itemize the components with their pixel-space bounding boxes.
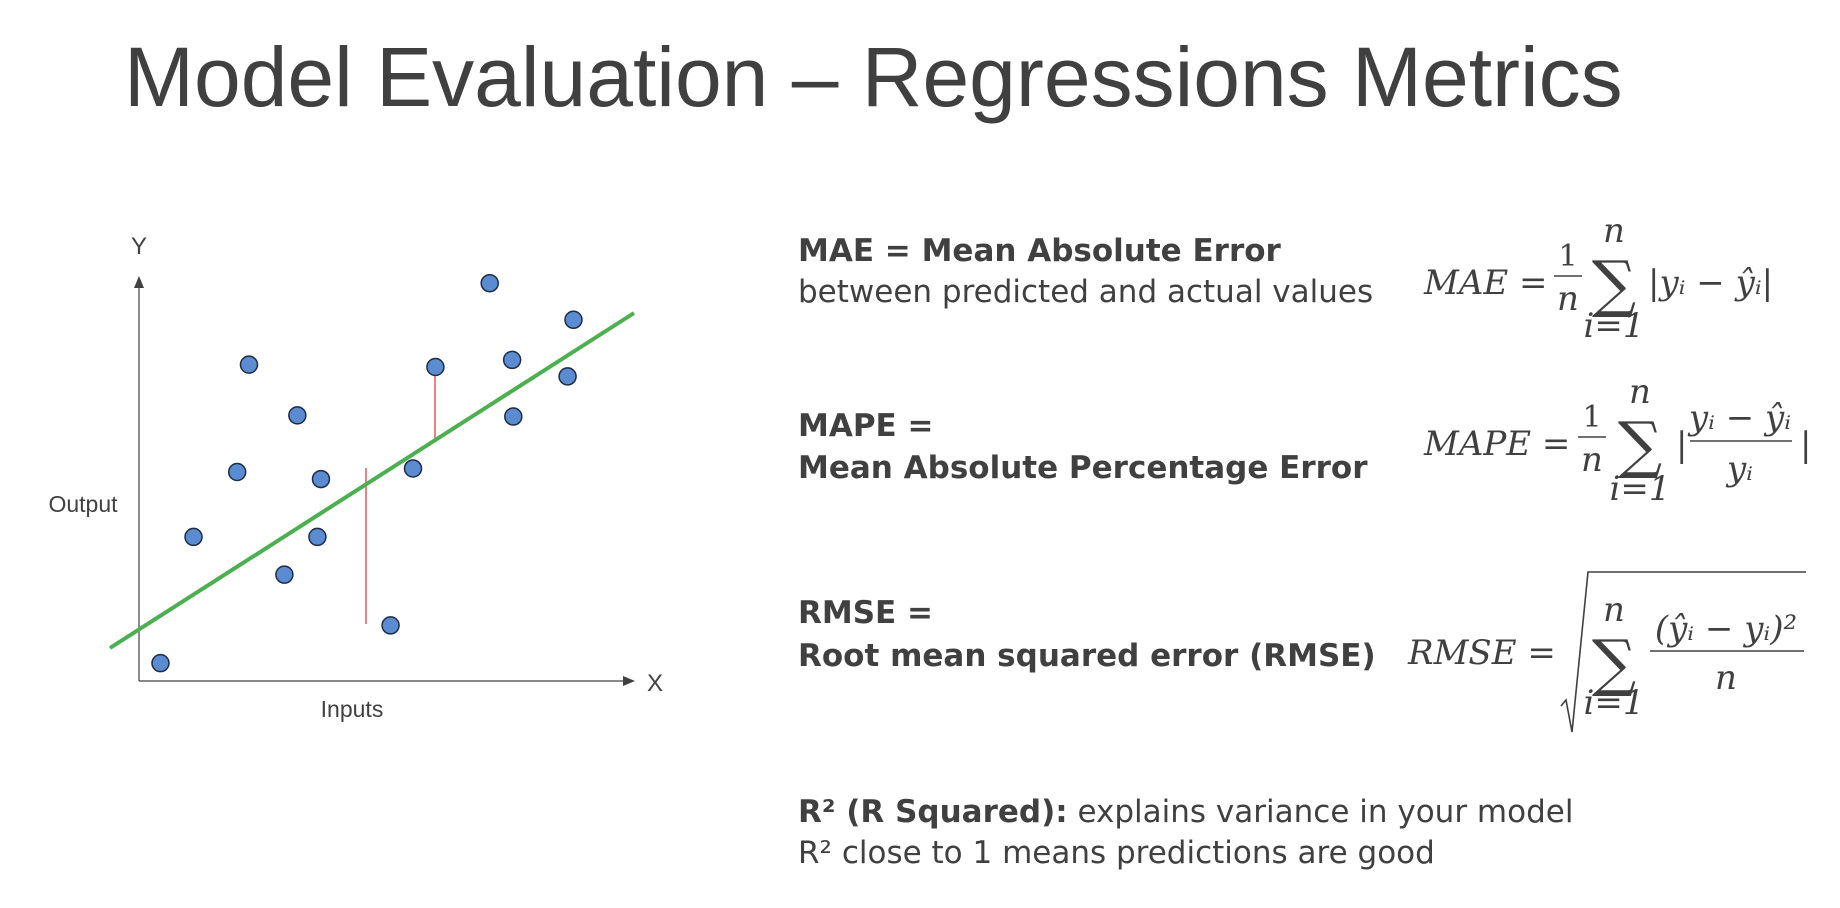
numerator: (ŷᵢ − yᵢ)² <box>1655 609 1797 649</box>
point <box>403 459 423 478</box>
inner-denominator: yᵢ <box>1725 449 1753 489</box>
y-axis-label: Y <box>131 233 147 260</box>
sigma: ∑ <box>1592 247 1636 320</box>
sum-lower: i=1 <box>1610 469 1671 509</box>
point <box>564 310 583 330</box>
formula: MAE = 1 n ∑ n i=1 |yᵢ − ŷᵢ| <box>1423 211 1773 346</box>
sum-upper: n <box>1629 372 1651 412</box>
r-squared-text: explains variance in your model <box>1068 794 1574 830</box>
point <box>504 407 523 426</box>
arrow <box>623 676 635 686</box>
sum-upper: n <box>1603 590 1625 630</box>
metric-heading: MAE = Mean Absolute Error <box>798 233 1282 269</box>
point <box>480 273 499 293</box>
point <box>239 355 259 374</box>
y-label: Output <box>48 491 118 517</box>
metric-description: between predicted and actual values <box>798 274 1373 310</box>
r-squared-bold: R² (R Squared): <box>798 794 1068 830</box>
r-squared: R² (R Squared): explains variance in you… <box>798 794 1573 830</box>
point <box>426 357 445 377</box>
point <box>275 565 294 584</box>
denominator: n <box>1557 279 1579 319</box>
numerator: 1 <box>1582 400 1601 435</box>
point <box>308 527 327 547</box>
sum-lower: i=1 <box>1584 306 1645 346</box>
abs-bar: | <box>1676 425 1687 465</box>
regression-line <box>108 311 636 650</box>
sum-lower: i=1 <box>1584 683 1645 723</box>
sqrt <box>1560 571 1806 733</box>
point <box>381 616 400 635</box>
point <box>184 527 203 547</box>
formula-lhs: MAPE = <box>1423 424 1570 464</box>
sigma: ∑ <box>1618 408 1662 481</box>
point <box>558 367 577 386</box>
r-squared-line2: R² close to 1 means predictions are good <box>798 835 1435 871</box>
formula-body: |yᵢ − ŷᵢ| <box>1648 263 1773 303</box>
formula-lhs: RMSE = <box>1407 633 1556 673</box>
x-label: Inputs <box>321 696 384 722</box>
diagram: Y X Output Inputs <box>48 233 663 722</box>
denominator: n <box>1715 658 1737 698</box>
abs-bar: | <box>1800 425 1811 465</box>
formula: RMSE = ∑ n i=1 (ŷᵢ − yᵢ)² n <box>1407 571 1806 733</box>
point <box>288 406 307 425</box>
point <box>151 653 170 673</box>
numerator: 1 <box>1558 239 1577 274</box>
formula: MAPE = 1 n ∑ n i=1 | yᵢ − ŷᵢ yᵢ | <box>1423 372 1811 509</box>
point <box>227 462 247 482</box>
sum-upper: n <box>1603 211 1625 251</box>
inner-numerator: yᵢ − ŷᵢ <box>1687 398 1791 438</box>
denominator: n <box>1581 440 1603 480</box>
arrow <box>134 276 144 288</box>
point <box>502 350 522 370</box>
formula-lhs: MAE = <box>1423 263 1547 303</box>
metric-description: Mean Absolute Percentage Error <box>798 450 1368 486</box>
x-axis-label: X <box>647 670 663 697</box>
metric-description: Root mean squared error (RMSE) <box>798 638 1376 674</box>
sigma: ∑ <box>1592 626 1636 699</box>
metric-heading: RMSE = <box>798 595 933 631</box>
title: Model Evaluation – Regressions Metrics <box>124 30 1623 124</box>
point <box>311 469 331 489</box>
metric-heading: MAPE = <box>798 408 934 444</box>
